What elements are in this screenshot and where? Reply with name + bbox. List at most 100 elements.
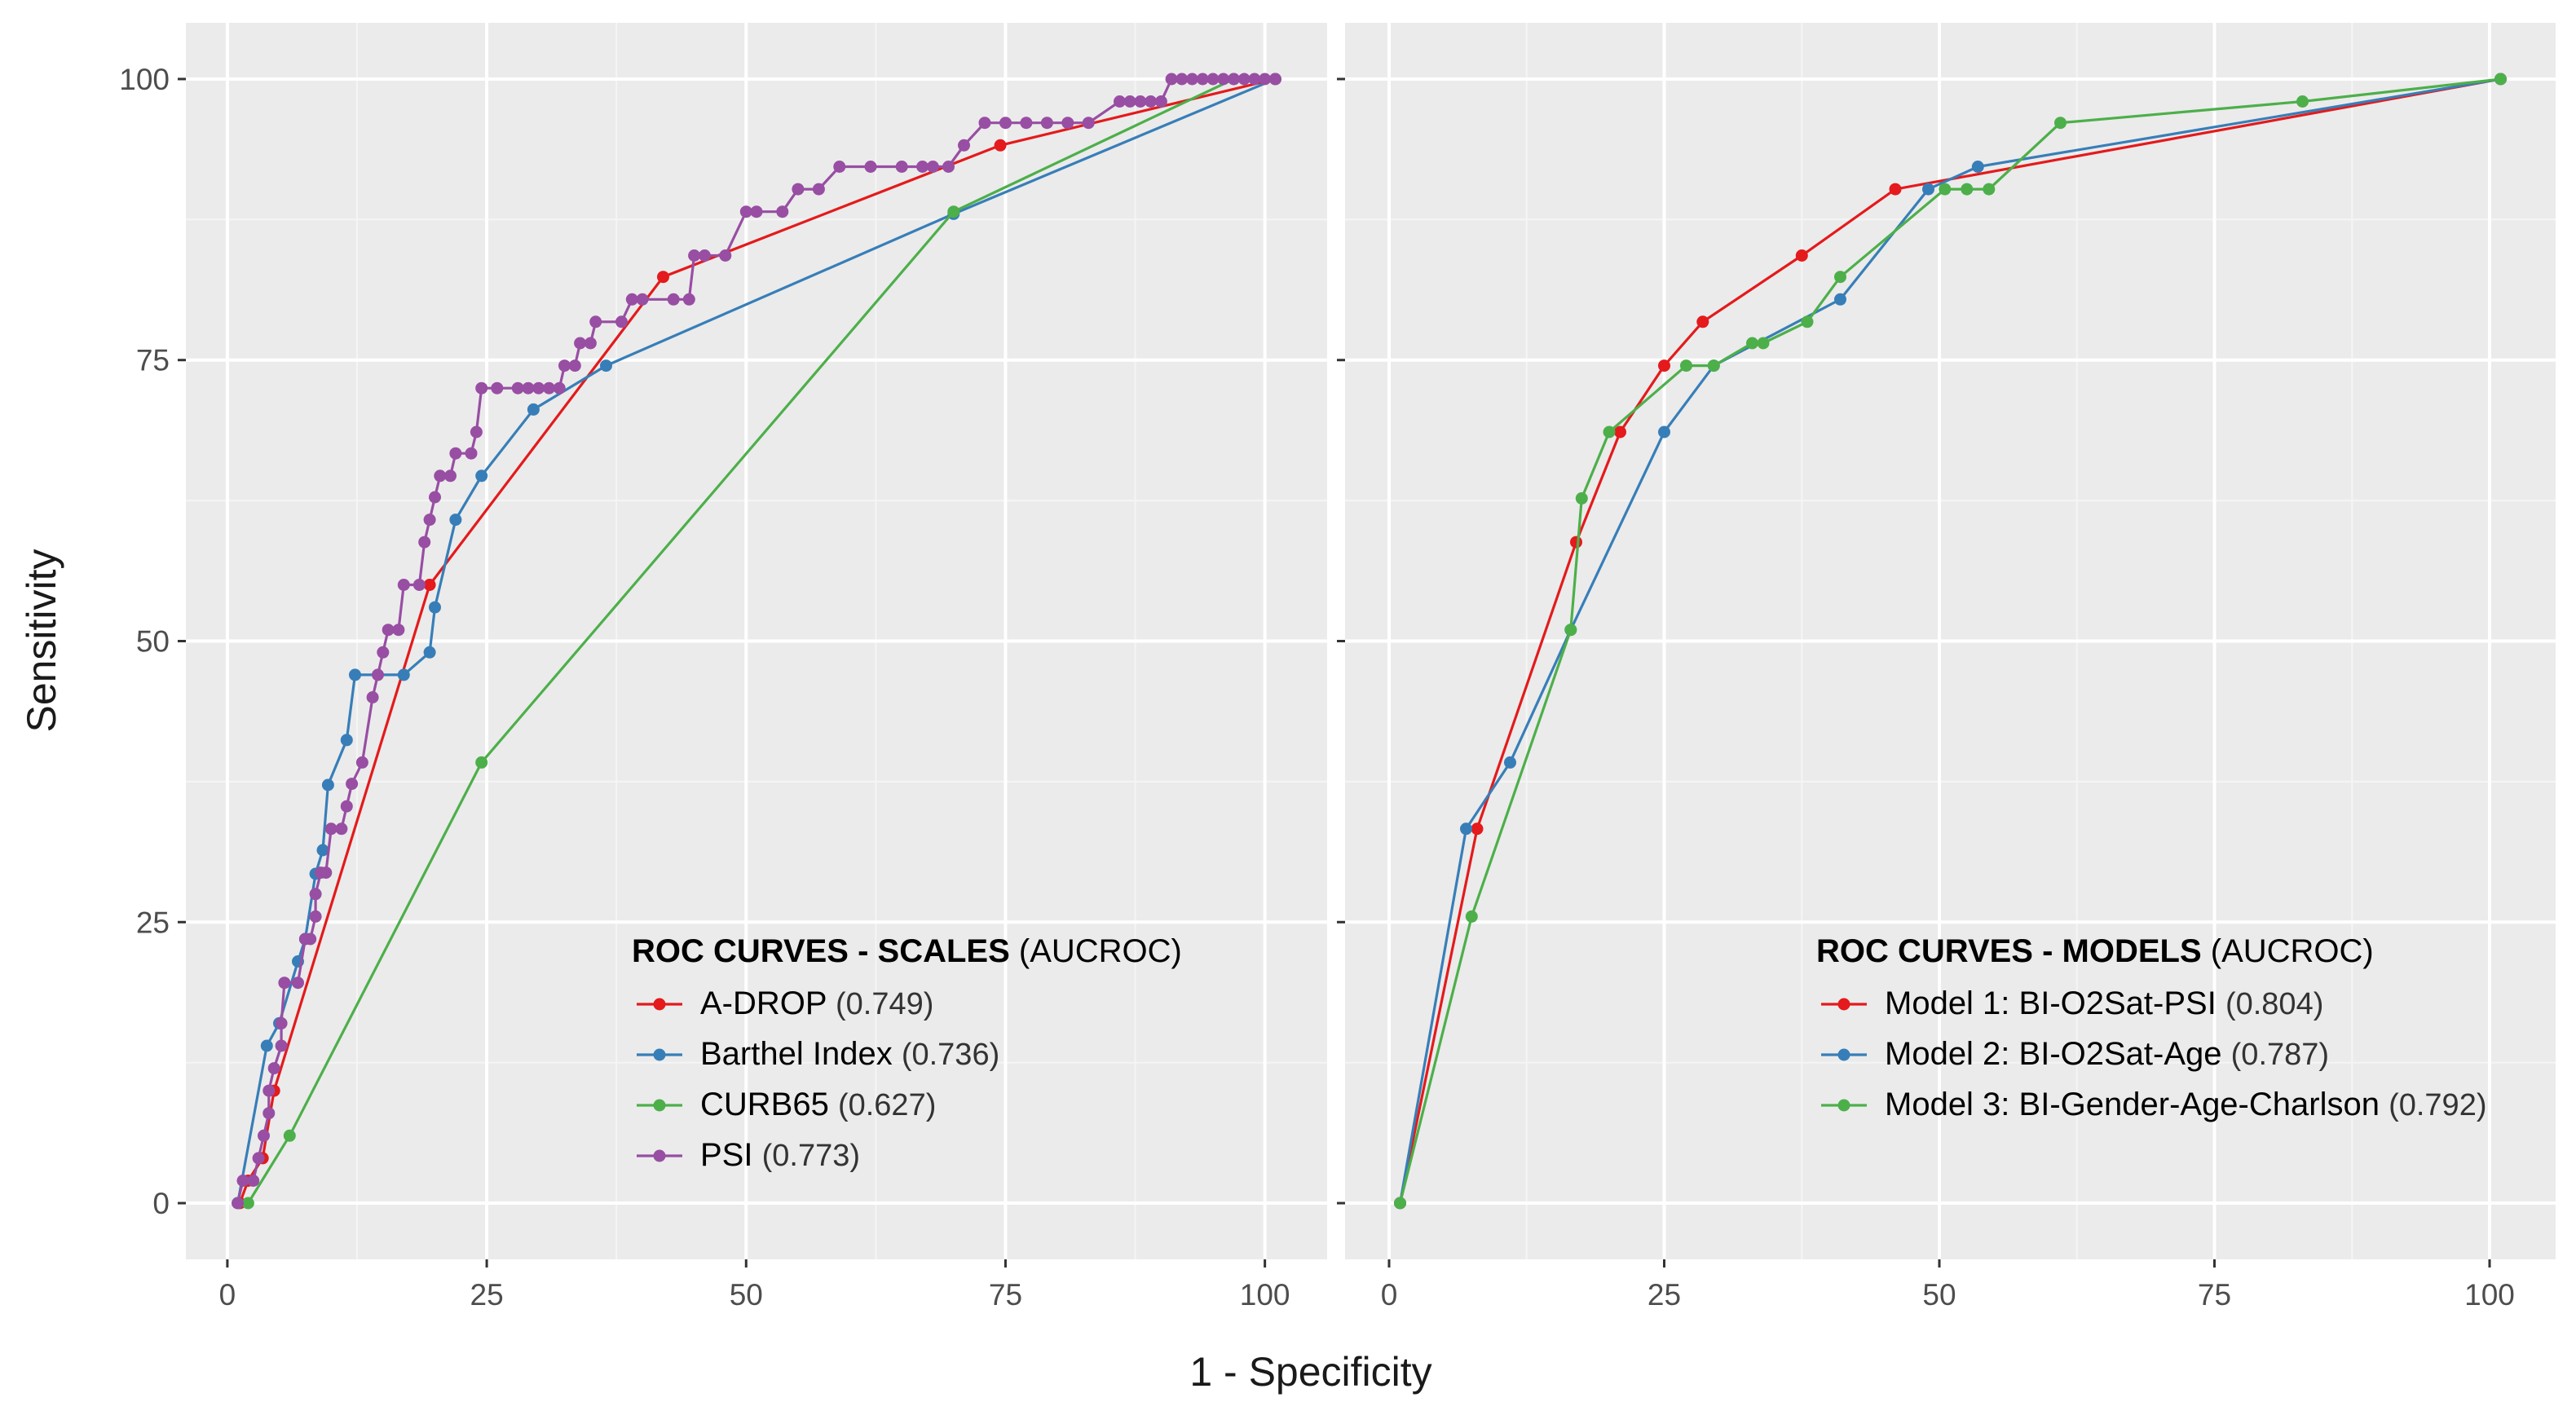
x-tick-label: 100 bbox=[2464, 1278, 2515, 1312]
legend-auc-value: (0.804) bbox=[2225, 987, 2323, 1021]
data-point bbox=[792, 183, 805, 196]
data-point bbox=[1504, 756, 1516, 769]
data-point bbox=[366, 691, 379, 703]
data-point bbox=[1471, 822, 1484, 835]
data-point bbox=[1460, 822, 1472, 835]
data-point bbox=[776, 205, 789, 218]
data-point bbox=[543, 381, 555, 395]
data-point bbox=[372, 668, 384, 681]
data-point bbox=[278, 977, 291, 990]
data-point bbox=[444, 470, 457, 483]
data-point bbox=[491, 381, 504, 395]
data-point bbox=[2494, 73, 2507, 86]
data-point bbox=[335, 822, 348, 835]
data-point bbox=[926, 161, 939, 173]
legend-label: Barthel Index (0.736) bbox=[700, 1036, 999, 1072]
data-point bbox=[1570, 536, 1582, 549]
data-point bbox=[999, 117, 1012, 130]
data-point bbox=[1939, 183, 1952, 196]
data-point bbox=[423, 579, 436, 591]
data-point bbox=[1154, 95, 1167, 108]
data-point bbox=[321, 778, 334, 791]
data-point bbox=[864, 161, 877, 173]
data-point bbox=[978, 117, 991, 130]
data-point bbox=[1114, 95, 1126, 108]
data-point bbox=[682, 293, 695, 306]
legend-auc-value: (0.736) bbox=[902, 1038, 999, 1072]
data-point bbox=[589, 315, 602, 328]
data-point bbox=[522, 381, 535, 395]
x-tick-label: 50 bbox=[730, 1278, 763, 1312]
legend-key-point bbox=[1837, 1048, 1850, 1061]
data-point bbox=[698, 249, 711, 262]
data-point bbox=[392, 624, 405, 637]
data-point bbox=[719, 249, 732, 262]
legend-key bbox=[637, 1149, 682, 1162]
data-point bbox=[1801, 315, 1814, 328]
legend-title-suffix: (AUCROC) bbox=[1010, 933, 1182, 969]
data-point bbox=[241, 1197, 254, 1210]
data-point bbox=[1134, 95, 1147, 108]
legend-label: PSI (0.773) bbox=[700, 1137, 860, 1173]
data-point bbox=[1971, 161, 1984, 173]
data-point bbox=[600, 359, 612, 373]
data-point bbox=[1061, 117, 1074, 130]
data-point bbox=[1394, 1197, 1406, 1210]
data-point bbox=[1658, 425, 1670, 439]
data-point bbox=[994, 139, 1007, 152]
data-point bbox=[1564, 624, 1577, 637]
data-point bbox=[958, 139, 970, 152]
legend-label: Model 3: BI-Gender-Age-Charlson (0.792) bbox=[1885, 1087, 2486, 1122]
data-point bbox=[942, 161, 955, 173]
data-point bbox=[947, 205, 960, 218]
data-point bbox=[1165, 73, 1178, 86]
data-point bbox=[283, 1129, 296, 1142]
legend-key bbox=[637, 998, 682, 1011]
data-point bbox=[1248, 73, 1261, 86]
data-point bbox=[397, 668, 410, 681]
data-point bbox=[1206, 73, 1220, 86]
data-point bbox=[304, 932, 317, 946]
legend-label: Model 2: BI-O2Sat-Age (0.787) bbox=[1885, 1036, 2329, 1072]
y-tick-label: 50 bbox=[136, 625, 170, 659]
panel-left: 0 0 25 25 50 50 75 75 100 100 ROC CURVES - SCALES … bbox=[119, 23, 1327, 1312]
data-point bbox=[1020, 117, 1033, 130]
data-point bbox=[1834, 271, 1846, 284]
data-point bbox=[429, 601, 441, 614]
data-point bbox=[449, 447, 462, 460]
data-point bbox=[1707, 359, 1720, 373]
data-point bbox=[475, 470, 488, 483]
legend-key bbox=[637, 1099, 682, 1112]
data-point bbox=[833, 161, 846, 173]
data-point bbox=[527, 403, 540, 416]
legend-auc-value: (0.787) bbox=[2231, 1038, 2329, 1072]
legend-key-point bbox=[653, 1048, 666, 1061]
data-point bbox=[625, 293, 638, 306]
data-point bbox=[346, 778, 359, 791]
data-point bbox=[1603, 425, 1616, 439]
y-tick-label: 0 bbox=[152, 1187, 170, 1220]
data-point bbox=[1983, 183, 1996, 196]
data-point bbox=[434, 470, 447, 483]
data-point bbox=[418, 536, 431, 549]
data-point bbox=[750, 205, 763, 218]
x-tick-label: 100 bbox=[1240, 1278, 1290, 1312]
data-point bbox=[667, 293, 680, 306]
data-point bbox=[449, 514, 462, 527]
data-point bbox=[267, 1062, 280, 1075]
data-point bbox=[309, 888, 322, 901]
x-tick-label: 25 bbox=[1647, 1278, 1681, 1312]
data-point bbox=[247, 1175, 260, 1187]
data-point bbox=[340, 800, 353, 813]
data-point bbox=[429, 491, 441, 504]
legend-key-point bbox=[653, 1099, 666, 1112]
legend-auc-value: (0.749) bbox=[836, 987, 933, 1021]
data-point bbox=[532, 381, 545, 395]
data-point bbox=[574, 337, 587, 350]
data-point bbox=[355, 756, 368, 769]
legend-auc-value: (0.773) bbox=[762, 1139, 860, 1173]
data-point bbox=[320, 866, 333, 880]
legend: ROC CURVES - SCALES (AUCROC) A-DROP (0.74… bbox=[632, 933, 1182, 1173]
data-point bbox=[1228, 73, 1240, 86]
data-point bbox=[465, 447, 478, 460]
